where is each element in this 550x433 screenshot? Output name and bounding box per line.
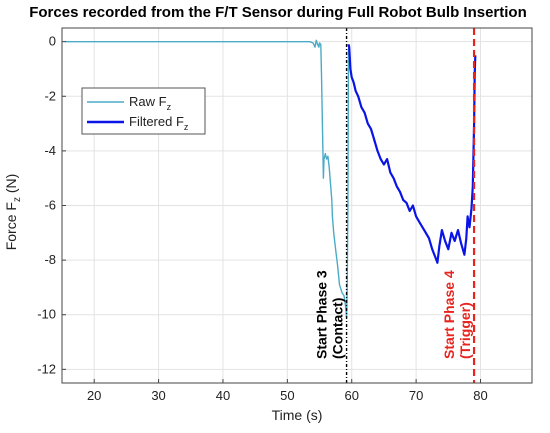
- series-raw-line: [65, 39, 350, 319]
- legend-raw-main: Raw F: [129, 94, 167, 109]
- legend-label-raw: Raw Fz: [129, 94, 172, 112]
- legend-box: [81, 87, 206, 135]
- x-tick-label: 60: [344, 388, 358, 403]
- y-tick-label: -2: [44, 88, 56, 103]
- legend-raw-sub: z: [167, 102, 172, 112]
- y-axis-label: Force Fz (N): [3, 174, 23, 251]
- series-filtered-line: [347, 44, 477, 264]
- x-tick-label: 80: [473, 388, 487, 403]
- y-axis-label-sub: z: [12, 197, 23, 202]
- annotation-label-2: Start Phase 4 (Trigger): [441, 270, 473, 359]
- y-tick-label: -8: [44, 252, 56, 267]
- annotation-text-2-line1: Start Phase 4: [441, 270, 457, 359]
- x-tick-label: 30: [151, 388, 165, 403]
- y-tick-label: -6: [44, 198, 56, 213]
- x-axis-label: Time (s): [272, 407, 323, 423]
- annotation-label-1: Start Phase 3 (Contact): [314, 270, 346, 359]
- annotation-text-1-line2: (Contact): [330, 298, 346, 359]
- x-tick-label: 20: [87, 388, 101, 403]
- y-tick-label: -10: [37, 307, 56, 322]
- legend-filtered-main: Filtered F: [129, 114, 184, 129]
- annotation-text-2-line2: (Trigger): [457, 302, 473, 359]
- y-tick-label: -12: [37, 361, 56, 376]
- x-tick-label: 50: [280, 388, 294, 403]
- legend: Raw Fz Filtered Fz: [81, 87, 206, 135]
- tick-labels: 20 30 40 50 60 70 80 0 -2 -4 -6 -8 -10 -12: [37, 34, 488, 403]
- x-tick-label: 70: [409, 388, 423, 403]
- legend-filtered-sub: z: [184, 122, 189, 132]
- series-layer: [65, 39, 477, 319]
- y-tick-label: -4: [44, 143, 56, 158]
- legend-label-filtered: Filtered Fz: [129, 114, 189, 132]
- y-axis-label-unit: (N): [3, 174, 19, 197]
- y-tick-label: 0: [49, 34, 56, 49]
- annotation-layer: Start Phase 3 (Contact) Start Phase 4 (Trig…: [314, 28, 476, 383]
- x-tick-label: 40: [216, 388, 230, 403]
- chart-title: Forces recorded from the F/T Sensor duri…: [29, 4, 527, 21]
- annotation-text-1-line1: Start Phase 3: [314, 270, 330, 359]
- y-axis-label-main: Force F: [3, 202, 19, 250]
